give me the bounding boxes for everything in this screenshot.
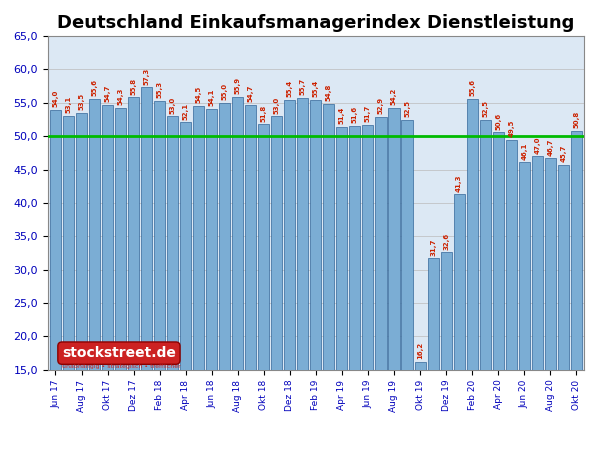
Text: 52,5: 52,5 bbox=[404, 100, 410, 117]
Text: 52,5: 52,5 bbox=[482, 100, 488, 117]
Text: 47,0: 47,0 bbox=[534, 136, 540, 153]
Bar bbox=[454, 194, 465, 451]
Text: 49,5: 49,5 bbox=[508, 120, 514, 137]
Text: 55,6: 55,6 bbox=[92, 79, 98, 96]
Bar bbox=[558, 165, 569, 451]
Text: 46,1: 46,1 bbox=[521, 142, 527, 160]
Bar bbox=[493, 132, 504, 451]
Text: 54,5: 54,5 bbox=[195, 86, 201, 103]
Text: unabhängig • strategisch • trefflicher: unabhängig • strategisch • trefflicher bbox=[62, 364, 181, 369]
Bar bbox=[311, 100, 321, 451]
Bar bbox=[115, 107, 126, 451]
Bar bbox=[349, 125, 361, 451]
Bar bbox=[362, 125, 374, 451]
Text: 55,6: 55,6 bbox=[469, 79, 475, 96]
Bar bbox=[467, 99, 477, 451]
Text: stockstreet.de: stockstreet.de bbox=[62, 346, 176, 360]
Bar bbox=[440, 253, 452, 451]
Bar bbox=[427, 258, 439, 451]
Text: 46,7: 46,7 bbox=[547, 138, 553, 156]
Bar bbox=[76, 113, 87, 451]
Text: 54,8: 54,8 bbox=[326, 84, 332, 101]
Text: 54,7: 54,7 bbox=[104, 85, 111, 102]
Bar bbox=[89, 99, 100, 451]
Text: 53,1: 53,1 bbox=[66, 96, 72, 113]
Text: 50,6: 50,6 bbox=[495, 112, 501, 129]
Bar bbox=[141, 87, 152, 451]
Bar bbox=[258, 124, 269, 451]
Text: 53,0: 53,0 bbox=[274, 96, 280, 114]
Bar bbox=[389, 108, 399, 451]
Text: 51,8: 51,8 bbox=[261, 104, 267, 121]
Bar bbox=[402, 120, 412, 451]
Title: Deutschland Einkaufsmanagerindex Dienstleistung: Deutschland Einkaufsmanagerindex Dienstl… bbox=[57, 14, 575, 32]
Text: 54,2: 54,2 bbox=[391, 88, 397, 106]
Text: 50,8: 50,8 bbox=[573, 111, 579, 128]
Text: 55,8: 55,8 bbox=[131, 78, 136, 95]
Bar bbox=[271, 116, 283, 451]
Text: 51,7: 51,7 bbox=[365, 105, 371, 122]
Bar bbox=[336, 127, 347, 451]
Bar bbox=[545, 158, 555, 451]
Bar bbox=[324, 104, 334, 451]
Text: 51,4: 51,4 bbox=[339, 107, 345, 124]
Text: 53,0: 53,0 bbox=[170, 96, 176, 114]
Bar bbox=[154, 101, 165, 451]
Text: 52,9: 52,9 bbox=[378, 97, 384, 114]
Bar bbox=[232, 97, 243, 451]
Text: 32,6: 32,6 bbox=[443, 233, 449, 250]
Bar bbox=[219, 103, 230, 451]
Bar bbox=[414, 362, 426, 451]
Text: 31,7: 31,7 bbox=[430, 238, 436, 256]
Bar bbox=[206, 109, 218, 451]
Bar bbox=[297, 98, 308, 451]
Bar bbox=[571, 131, 582, 451]
Text: 54,1: 54,1 bbox=[209, 89, 215, 106]
Bar bbox=[50, 110, 61, 451]
Text: 55,4: 55,4 bbox=[313, 80, 319, 97]
Bar bbox=[180, 122, 191, 451]
Bar bbox=[63, 115, 74, 451]
Text: 55,7: 55,7 bbox=[300, 78, 306, 96]
Bar bbox=[532, 156, 543, 451]
Text: 53,5: 53,5 bbox=[79, 93, 85, 110]
Bar bbox=[480, 120, 491, 451]
Text: 41,3: 41,3 bbox=[456, 174, 462, 192]
Bar bbox=[167, 116, 178, 451]
Text: 54,7: 54,7 bbox=[248, 85, 254, 102]
Text: 55,9: 55,9 bbox=[235, 77, 241, 94]
Text: 51,6: 51,6 bbox=[352, 106, 358, 123]
Text: 55,4: 55,4 bbox=[287, 80, 293, 97]
Bar bbox=[505, 139, 517, 451]
Text: 57,3: 57,3 bbox=[144, 68, 150, 85]
Text: 16,2: 16,2 bbox=[417, 342, 423, 359]
Bar bbox=[284, 100, 296, 451]
Bar bbox=[102, 105, 113, 451]
Bar bbox=[245, 105, 256, 451]
Text: 52,1: 52,1 bbox=[183, 102, 189, 120]
Bar bbox=[193, 106, 204, 451]
Text: 55,3: 55,3 bbox=[157, 81, 163, 98]
Text: 55,0: 55,0 bbox=[222, 83, 228, 100]
Text: 54,0: 54,0 bbox=[52, 89, 58, 107]
Bar bbox=[519, 162, 530, 451]
Text: 45,7: 45,7 bbox=[560, 145, 566, 162]
Bar bbox=[128, 97, 139, 451]
Text: 54,3: 54,3 bbox=[117, 87, 123, 105]
Bar bbox=[375, 117, 387, 451]
